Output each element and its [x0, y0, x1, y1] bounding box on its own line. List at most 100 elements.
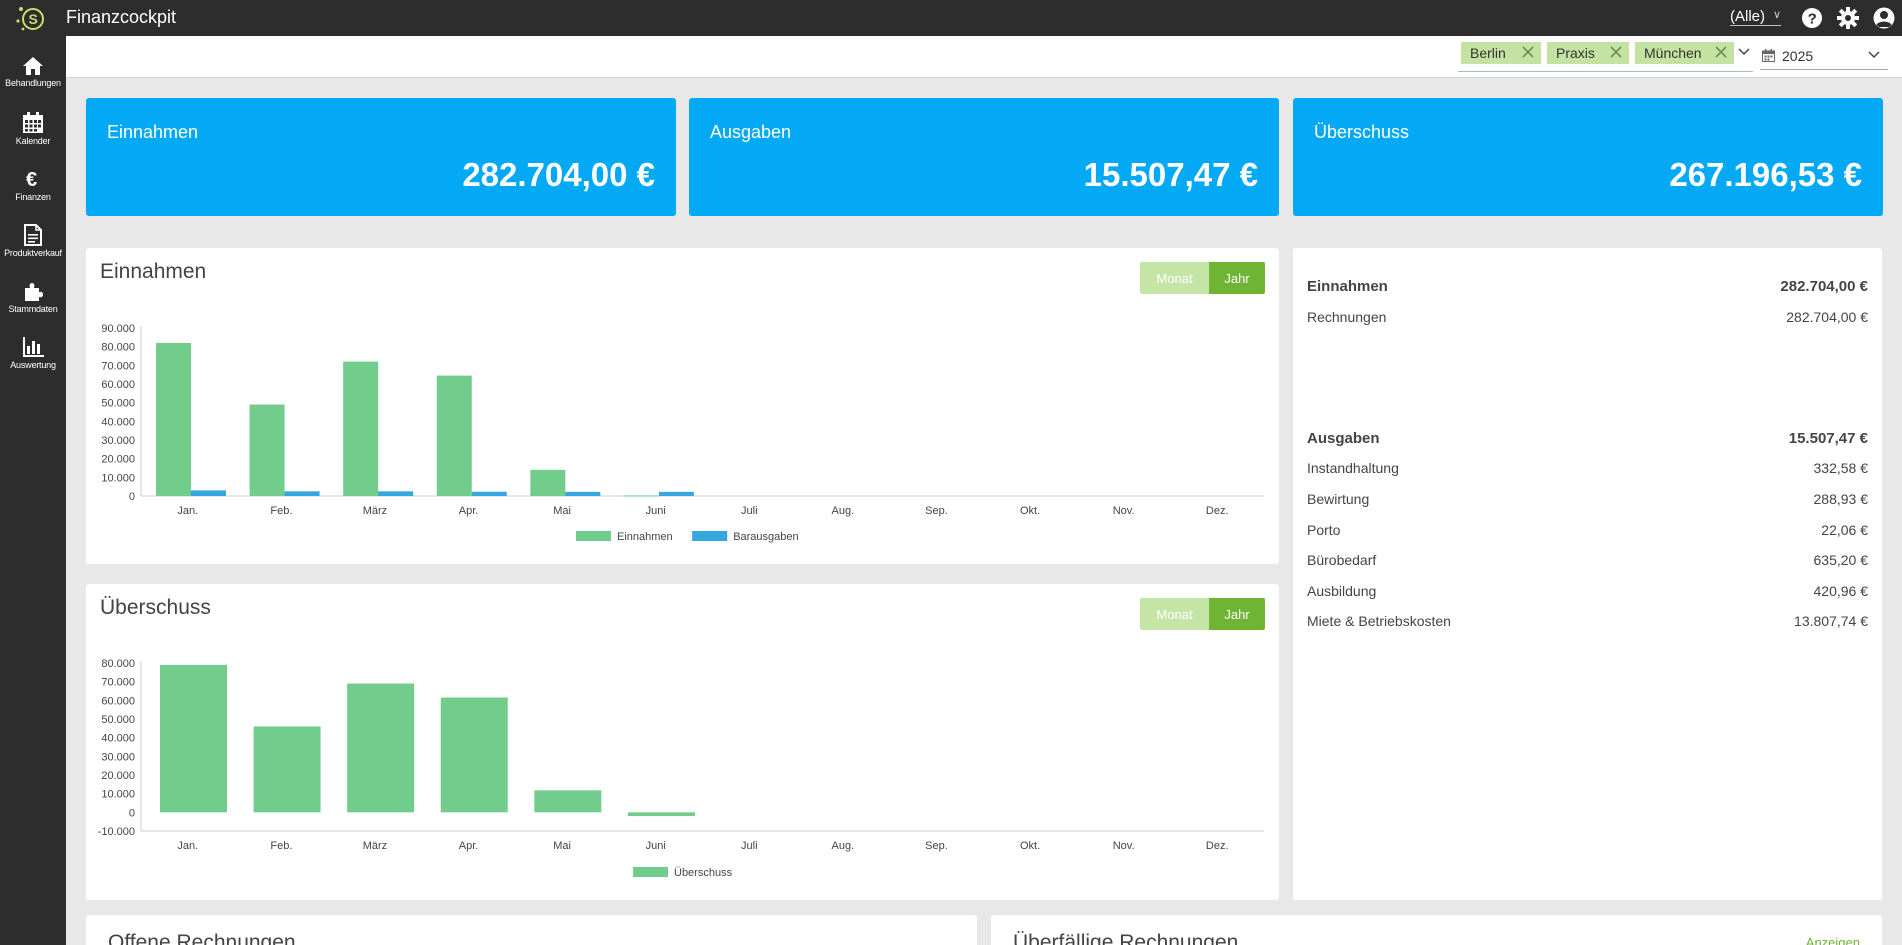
kpi-card-einnahmen: Einnahmen 282.704,00 € [86, 98, 676, 216]
svg-text:€: € [26, 169, 37, 190]
sidebar-item-label: Behandlungen [5, 78, 61, 88]
summary-value: 22,06 € [1821, 522, 1868, 538]
app-logo-icon[interactable]: S [14, 4, 44, 32]
kpi-label: Ausgaben [710, 122, 792, 142]
bar [160, 664, 227, 813]
close-icon[interactable] [1521, 45, 1535, 59]
kpi-card-ueberschuss: Überschuss 267.196,53 € [1293, 98, 1883, 216]
year-select[interactable]: 2025 [1760, 44, 1888, 70]
sidebar-item-label: Finanzen [15, 192, 51, 202]
legend-swatch [576, 531, 611, 541]
scope-select[interactable]: (Alle) ∨ [1730, 8, 1782, 26]
bar [530, 469, 566, 496]
scope-value: (Alle) [1730, 8, 1766, 25]
bar-chart-icon [23, 337, 44, 357]
surplus-chart-panel: Überschuss Monat Jahr 80.000 70.000 60.000… [86, 584, 1279, 900]
toggle-jahr-button[interactable]: Jahr [1209, 598, 1265, 630]
chevron-down-icon[interactable] [1738, 48, 1750, 56]
location-tag-label: Praxis [1556, 45, 1595, 61]
home-icon [23, 57, 43, 75]
y-tick-label: 10.000 [101, 789, 135, 801]
y-tick-label: 20.000 [101, 454, 135, 466]
bar [623, 495, 659, 497]
bar [156, 342, 191, 496]
location-tag-label: Berlin [1470, 45, 1506, 61]
summary-income-row: Rechnungen 282.704,00 € [1307, 309, 1868, 329]
sidebar-item-kalender[interactable]: Kalender [0, 106, 66, 162]
calendar-icon [23, 112, 43, 133]
summary-value: 332,58 € [1813, 460, 1869, 476]
summary-value: 420,96 € [1813, 583, 1869, 599]
sidebar-item-finanzen[interactable]: € Finanzen [0, 162, 66, 218]
help-icon[interactable]: ? [1800, 6, 1824, 30]
y-tick-label: 30.000 [101, 435, 135, 447]
y-tick-label: 50.000 [101, 714, 135, 726]
summary-label: Rechnungen [1307, 309, 1387, 325]
location-tag[interactable]: Praxis [1547, 42, 1629, 64]
summary-expense-row: Porto 22,06 € [1307, 522, 1868, 542]
summary-panel: Einnahmen 282.704,00 € Rechnungen 282.70… [1293, 248, 1882, 900]
legend-label: Barausgaben [733, 531, 798, 543]
summary-value: 288,93 € [1813, 491, 1869, 507]
sidebar-item-produktverkauf[interactable]: Produktverkauf [0, 218, 66, 274]
location-tag[interactable]: München [1635, 42, 1734, 64]
user-account-icon[interactable] [1872, 6, 1896, 30]
close-icon[interactable] [1609, 45, 1623, 59]
summary-expense-row: Bürobedarf 635,20 € [1307, 552, 1868, 572]
y-tick-label: 10.000 [101, 472, 135, 484]
sidebar: Behandlungen Kalender € Finanzen Produkt… [0, 36, 66, 945]
x-tick-label: Mai [553, 505, 571, 517]
document-icon [24, 224, 42, 246]
toggle-monat-button[interactable]: Monat [1140, 598, 1209, 630]
sidebar-item-label: Produktverkauf [4, 248, 62, 258]
panel-title: Überfällige Rechnungen [1013, 931, 1239, 945]
bar [284, 491, 320, 496]
show-overdue-link[interactable]: Anzeigen [1805, 935, 1860, 945]
bar [534, 790, 602, 813]
y-tick-label: 20.000 [101, 770, 135, 782]
toggle-jahr-button[interactable]: Jahr [1209, 262, 1265, 294]
period-toggle: Monat Jahr [1140, 262, 1265, 294]
x-tick-label: März [363, 840, 387, 852]
close-icon[interactable] [1714, 45, 1728, 59]
legend-label: Überschuss [674, 867, 733, 879]
x-tick-label: Feb. [270, 840, 292, 852]
y-tick-label: 60.000 [101, 695, 135, 707]
location-filter[interactable]: Berlin Praxis München [1458, 42, 1753, 72]
sidebar-item-auswertung[interactable]: Auswertung [0, 330, 66, 386]
kpi-value: 15.507,47 € [1083, 156, 1258, 193]
gear-icon[interactable] [1836, 6, 1860, 30]
sidebar-item-label: Stammdaten [8, 304, 58, 314]
app-title: Finanzcockpit [66, 7, 177, 27]
legend-swatch [692, 531, 728, 541]
summary-label: Instandhaltung [1307, 460, 1399, 476]
sidebar-item-label: Kalender [15, 136, 51, 146]
y-tick-label: 70.000 [101, 360, 135, 372]
kpi-label: Überschuss [1314, 122, 1410, 142]
toggle-monat-button[interactable]: Monat [1140, 262, 1209, 294]
sidebar-item-behandlungen[interactable]: Behandlungen [0, 50, 66, 106]
x-tick-label: Mai [553, 840, 571, 852]
summary-expense-row: Miete & Betriebskosten 13.807,74 € [1307, 613, 1868, 633]
bar [440, 697, 508, 813]
x-tick-label: Juni [646, 505, 666, 517]
svg-text:?: ? [1808, 11, 1817, 28]
open-invoices-panel: Offene Rechnungen [86, 915, 977, 945]
kpi-value: 282.704,00 € [462, 156, 655, 193]
summary-label: Porto [1307, 522, 1341, 538]
location-tag[interactable]: Berlin [1461, 42, 1541, 64]
y-tick-label: 60.000 [101, 379, 135, 391]
filter-bar: Berlin Praxis München 2025 [66, 36, 1902, 78]
sidebar-item-stammdaten[interactable]: Stammdaten [0, 274, 66, 330]
kpi-label: Einnahmen [107, 122, 199, 142]
summary-label: Ausbildung [1307, 583, 1377, 599]
surplus-bar-chart: 80.000 70.000 60.000 50.000 40.000 30.000 20.0… [98, 658, 1264, 879]
summary-value: 282.704,00 € [1780, 278, 1868, 295]
bar [249, 404, 285, 496]
x-tick-label: Okt. [1020, 840, 1040, 852]
y-tick-label: 50.000 [101, 398, 135, 410]
chevron-down-icon: ∨ [1772, 9, 1782, 21]
bar [436, 375, 472, 496]
bar [191, 490, 226, 496]
legend-label: Einnahmen [617, 531, 673, 543]
